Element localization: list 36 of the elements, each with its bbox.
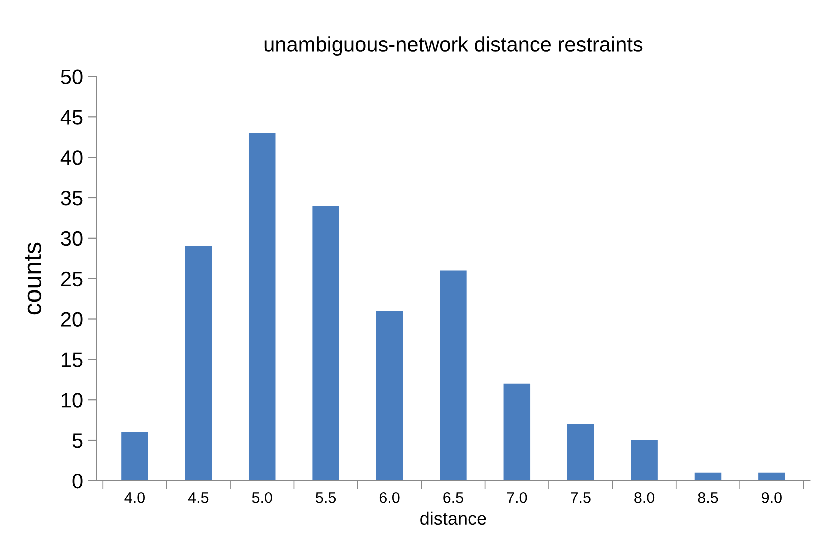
y-tick-label: 30 [61,231,83,246]
y-tick-label: 15 [62,352,83,368]
y-tick-label: 35 [61,190,83,206]
x-tick-label: 8.0 [634,492,655,504]
bar [185,246,212,481]
x-tick-label: 6.5 [444,492,464,504]
y-tick-label: 20 [61,312,83,328]
y-tick-label: 10 [62,393,83,408]
x-tick-label: 7.5 [571,492,591,504]
y-tick-label: 40 [60,150,83,166]
x-tick-label: 4.5 [188,492,209,504]
bar [504,384,531,481]
y-tick-label: 5 [72,434,83,448]
bar [631,440,658,481]
x-tick-label: 5.0 [252,492,272,504]
chart-title: unambiguous-network distance restraints [264,36,643,56]
x-tick-label: 6.0 [380,492,400,504]
x-tick-label: 8.5 [698,492,718,504]
x-axis-title: distance [420,512,486,526]
y-tick-label: 0 [72,474,83,489]
bar [440,270,467,481]
bar [248,133,276,481]
bar [376,311,404,481]
y-axis-title: counts [25,242,42,315]
x-tick-label: 7.0 [507,492,528,504]
x-tick-label: 5.5 [316,492,336,504]
y-tick-label: 50 [61,70,83,84]
bar [694,472,722,481]
x-tick-label: 4.0 [124,492,145,504]
bar [312,206,340,481]
x-tick-label: 9.0 [762,492,782,504]
bar [758,472,786,481]
bar [567,424,594,481]
y-tick-label: 45 [60,110,83,125]
y-tick-label: 25 [61,272,83,287]
bar [122,432,148,481]
